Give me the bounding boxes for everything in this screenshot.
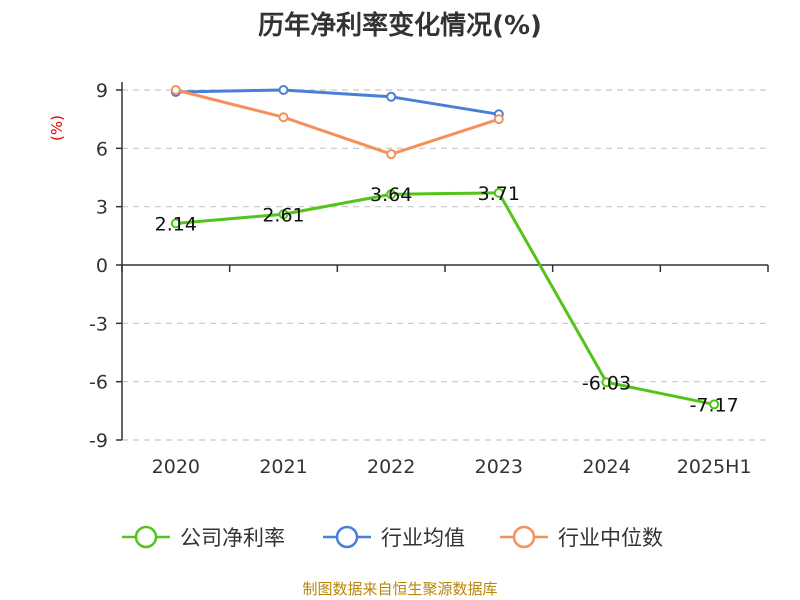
y-axis-unit: (%) [48, 115, 66, 141]
data-label: 2.61 [262, 204, 304, 226]
y-tick-label: -3 [89, 313, 108, 335]
source-note: 制图数据来自恒生聚源数据库 [302, 580, 497, 598]
axes [116, 82, 769, 441]
legend-swatch-marker [335, 525, 359, 549]
legend-swatch-marker [134, 525, 158, 549]
chart-title: 历年净利率变化情况(%) [258, 10, 542, 41]
y-tick-label: 6 [96, 138, 108, 160]
y-tick-label: 3 [96, 197, 108, 219]
data-point [278, 85, 289, 95]
x-tick-label: 2022 [367, 456, 415, 478]
x-tick-label: 2023 [475, 456, 523, 478]
data-point [170, 218, 181, 229]
x-tick-label: 2021 [259, 456, 307, 478]
data-point [278, 112, 289, 123]
legend-label: 行业中位数 [558, 526, 663, 550]
data-point [386, 189, 397, 200]
x-tick-label: 2024 [582, 456, 630, 478]
legend-swatch-marker [512, 525, 536, 549]
data-label: 3.64 [370, 184, 412, 206]
data-point [386, 149, 397, 160]
y-tick-label: -9 [89, 430, 108, 452]
y-tick-label: -6 [89, 372, 108, 394]
series-line [175, 88, 500, 156]
y-tick-label: 9 [96, 80, 108, 102]
data-point [601, 377, 612, 388]
data-labels: 2.14 2.61 3.64 3.71 -6.03 -7.17 [155, 183, 739, 417]
legend-label: 公司净利率 [180, 526, 285, 550]
y-tick-label: 0 [96, 255, 108, 277]
data-label: -7.17 [690, 394, 739, 416]
grid-lines [122, 89, 768, 441]
legend: 公司净利率 行业均值 行业中位数 [122, 525, 663, 550]
data-label: 2.14 [155, 213, 197, 235]
x-tick-label: 2025H1 [677, 456, 752, 478]
x-tick-label: 2020 [152, 456, 200, 478]
series-line [175, 88, 500, 116]
data-point [170, 85, 181, 95]
data-label: 3.71 [478, 183, 520, 205]
data-point [493, 114, 504, 125]
legend-label: 行业均值 [381, 526, 465, 550]
data-point [386, 91, 397, 102]
data-point [709, 399, 720, 410]
series-line [175, 191, 715, 406]
data-point [278, 209, 289, 220]
x-tick-labels: 2020 2021 2022 2023 2024 2025H1 [152, 456, 752, 478]
data-label: -6.03 [582, 372, 631, 394]
series-group [170, 85, 720, 410]
data-point [493, 187, 504, 198]
y-tick-labels: 9 6 3 0 -3 -6 -9 [89, 80, 108, 452]
